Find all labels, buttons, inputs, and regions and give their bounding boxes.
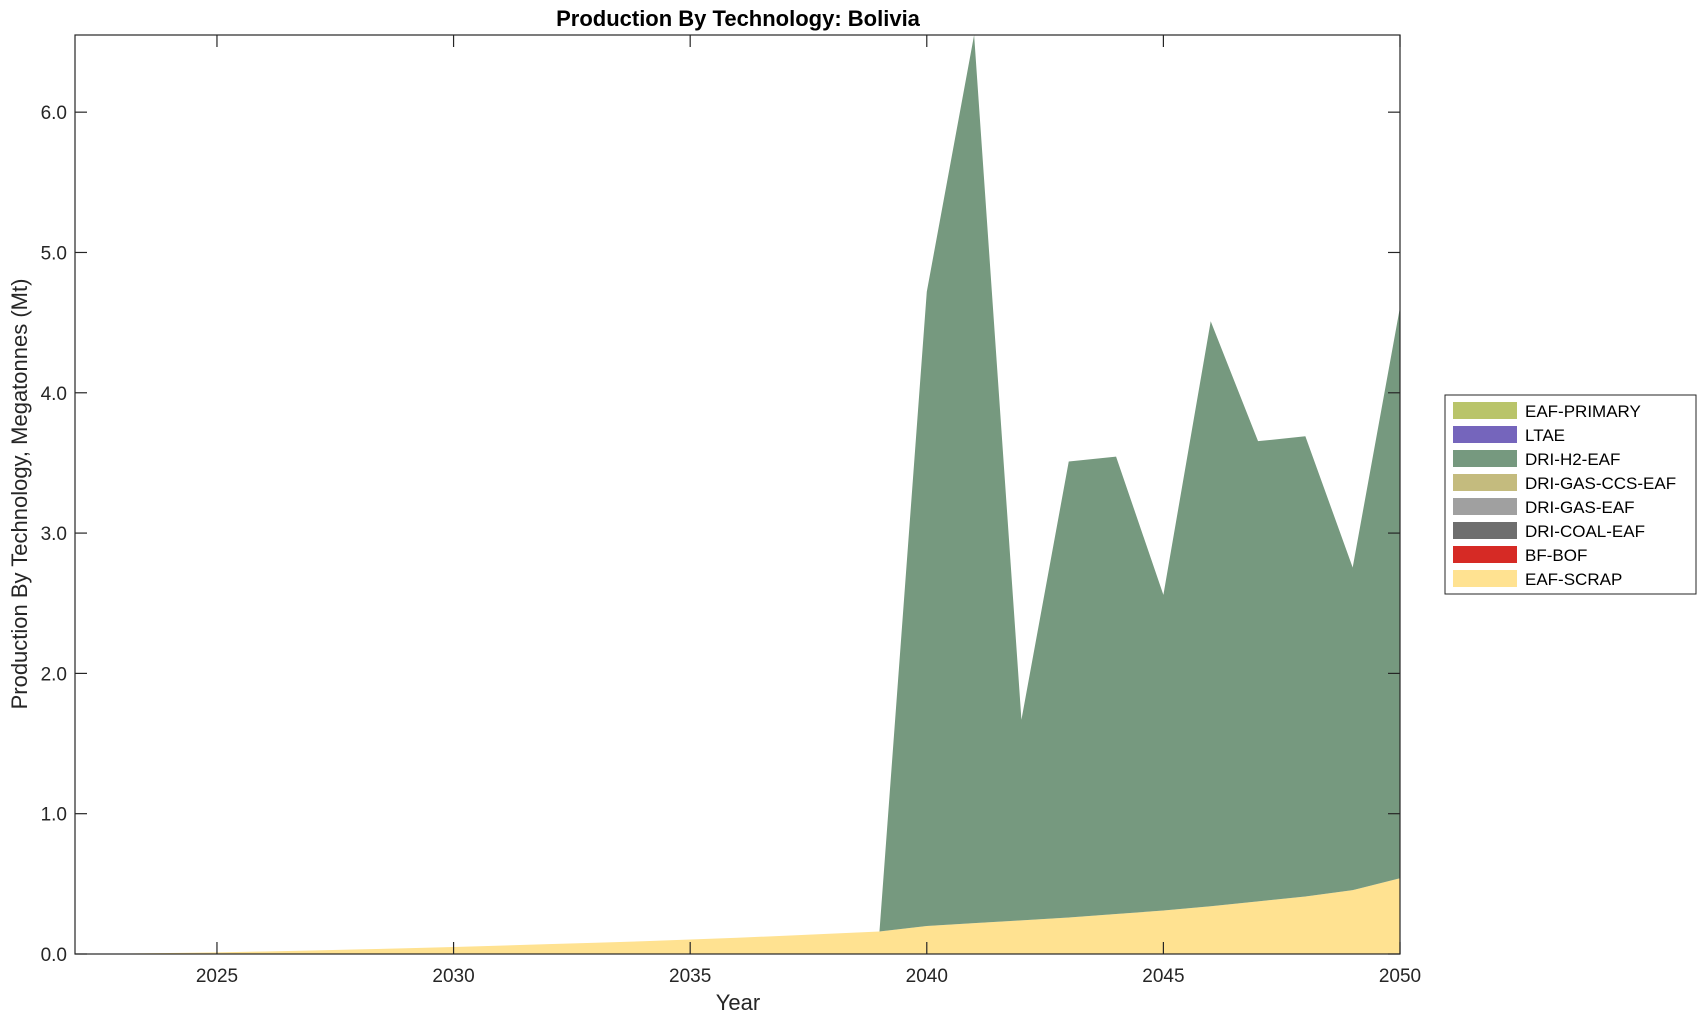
area-eaf-scrap xyxy=(75,878,1400,954)
legend-swatch-eaf-primary xyxy=(1453,402,1517,419)
area-series-group xyxy=(75,35,1400,954)
x-tick-label: 2030 xyxy=(432,966,474,987)
legend-swatch-dri-h2-eaf xyxy=(1453,450,1517,467)
x-axis: 2025 2030 2035 2040 2045 2050 xyxy=(196,35,1421,987)
x-tick-label: 2025 xyxy=(196,966,238,987)
legend-swatch-dri-gas-eaf xyxy=(1453,498,1517,515)
y-tick-label: 2.0 xyxy=(41,664,67,685)
y-tick-label: 5.0 xyxy=(41,243,67,264)
x-tick-label: 2050 xyxy=(1379,966,1421,987)
legend-label-eaf-scrap: EAF-SCRAP xyxy=(1525,570,1622,589)
x-tick-label: 2035 xyxy=(669,966,711,987)
plot-frame xyxy=(74,34,1401,955)
y-axis-title: Production By Technology, Megatonnes (Mt… xyxy=(7,279,32,710)
legend-label-bf-bof: BF-BOF xyxy=(1525,546,1587,565)
legend-label-dri-gas-ccs-eaf: DRI-GAS-CCS-EAF xyxy=(1525,474,1676,493)
x-axis-title: Year xyxy=(716,990,760,1015)
y-axis: 0.0 1.0 2.0 3.0 4.0 5.0 6.0 xyxy=(41,103,1400,966)
legend-swatch-dri-gas-ccs-eaf xyxy=(1453,474,1517,491)
y-tick-label: 3.0 xyxy=(41,524,67,545)
legend-label-eaf-primary: EAF-PRIMARY xyxy=(1525,402,1641,421)
legend-swatch-eaf-scrap xyxy=(1453,570,1517,587)
x-tick-label: 2045 xyxy=(1142,966,1184,987)
plot-border xyxy=(74,34,1401,955)
y-tick-label: 0.0 xyxy=(41,945,67,966)
legend-label-dri-coal-eaf: DRI-COAL-EAF xyxy=(1525,522,1645,541)
x-tick-label: 2040 xyxy=(906,966,948,987)
legend-label-dri-h2-eaf: DRI-H2-EAF xyxy=(1525,450,1620,469)
area-dri-h2-eaf xyxy=(75,35,1400,954)
legend-label-dri-gas-eaf: DRI-GAS-EAF xyxy=(1525,498,1635,517)
legend: EAF-PRIMARY LTAE DRI-H2-EAF DRI-GAS-CCS-EAF… xyxy=(1444,394,1697,595)
legend-swatch-dri-coal-eaf xyxy=(1453,522,1517,539)
legend-swatch-bf-bof xyxy=(1453,546,1517,563)
legend-swatch-ltae xyxy=(1453,426,1517,443)
y-tick-label: 4.0 xyxy=(41,384,67,405)
y-tick-label: 1.0 xyxy=(41,805,67,826)
y-tick-label: 6.0 xyxy=(41,103,67,124)
chart-title: Production By Technology: Bolivia xyxy=(556,6,921,31)
legend-label-ltae: LTAE xyxy=(1525,426,1565,445)
